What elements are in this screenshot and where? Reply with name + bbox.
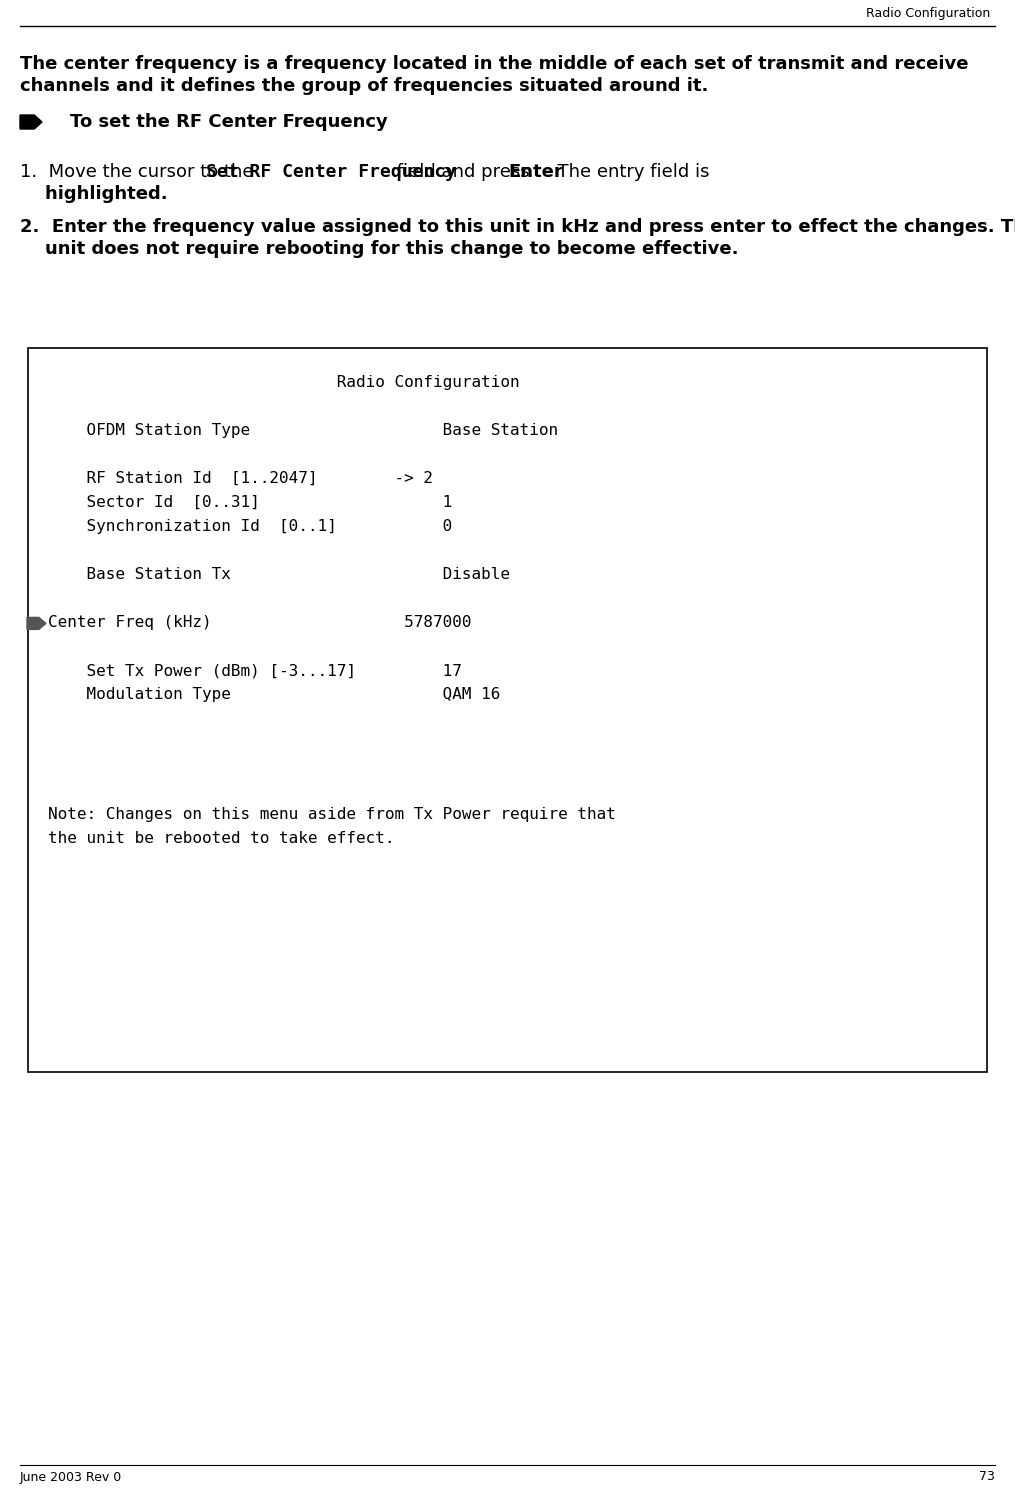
Text: 1.  Move the cursor to the: 1. Move the cursor to the	[20, 164, 259, 182]
Polygon shape	[27, 618, 46, 629]
Text: Synchronization Id  [0..1]           0: Synchronization Id [0..1] 0	[48, 519, 453, 534]
Polygon shape	[20, 115, 42, 129]
Text: . The entry field is: . The entry field is	[546, 164, 709, 182]
Bar	[28, 348, 987, 1071]
Text: Radio Configuration: Radio Configuration	[866, 7, 990, 21]
Text: channels and it defines the group of frequencies situated around it.: channels and it defines the group of fre…	[20, 77, 708, 95]
Text: Enter: Enter	[509, 164, 563, 182]
Text: RF Station Id  [1..2047]        -> 2: RF Station Id [1..2047] -> 2	[48, 472, 433, 487]
Text: Center Freq (kHz)                    5787000: Center Freq (kHz) 5787000	[48, 615, 472, 629]
Text: OFDM Station Type                    Base Station: OFDM Station Type Base Station	[48, 423, 558, 437]
Text: To set the RF Center Frequency: To set the RF Center Frequency	[70, 113, 388, 131]
Text: 73: 73	[979, 1470, 995, 1484]
Text: Sector Id  [0..31]                   1: Sector Id [0..31] 1	[48, 496, 453, 510]
Text: the unit be rebooted to take effect.: the unit be rebooted to take effect.	[48, 830, 395, 847]
Text: June 2003 Rev 0: June 2003 Rev 0	[20, 1470, 122, 1484]
Text: Set RF Center Frequency: Set RF Center Frequency	[206, 164, 456, 182]
Text: 2.  Enter the frequency value assigned to this unit in kHz and press enter to ef: 2. Enter the frequency value assigned to…	[20, 219, 1015, 237]
Text: The center frequency is a frequency located in the middle of each set of transmi: The center frequency is a frequency loca…	[20, 55, 968, 73]
Text: Radio Configuration: Radio Configuration	[48, 375, 520, 390]
Text: highlighted.: highlighted.	[20, 185, 167, 202]
Text: Set Tx Power (dBm) [-3...17]         17: Set Tx Power (dBm) [-3...17] 17	[48, 664, 462, 679]
Text: Base Station Tx                      Disable: Base Station Tx Disable	[48, 567, 510, 582]
Text: field and press: field and press	[392, 164, 536, 182]
Text: Note: Changes on this menu aside from Tx Power require that: Note: Changes on this menu aside from Tx…	[48, 806, 616, 821]
Text: Modulation Type                      QAM 16: Modulation Type QAM 16	[48, 687, 500, 702]
Text: unit does not require rebooting for this change to become effective.: unit does not require rebooting for this…	[20, 240, 739, 257]
